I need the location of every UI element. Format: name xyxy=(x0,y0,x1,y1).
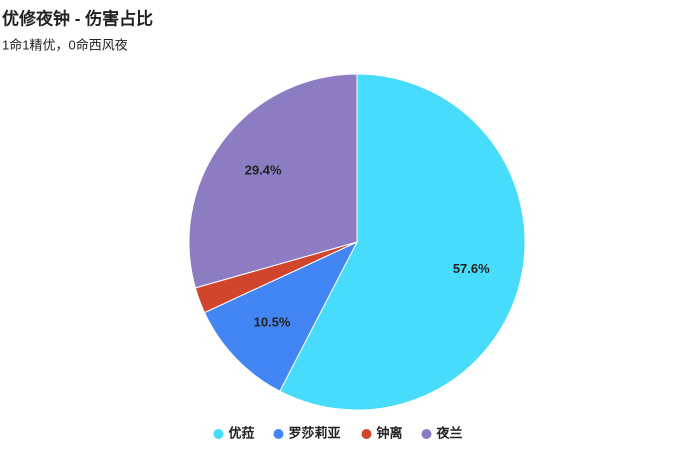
legend-label: 夜兰 xyxy=(436,425,463,440)
pie-slice xyxy=(279,73,526,411)
legend-label: 钟离 xyxy=(377,425,403,440)
legend-marker xyxy=(361,429,372,439)
pie-slice xyxy=(188,73,358,289)
legend-marker xyxy=(273,429,284,439)
legend-marker xyxy=(421,429,432,439)
legend-marker xyxy=(213,429,224,439)
data-label: 57.6% xyxy=(453,261,490,276)
chart-subtitle: 1命1精优，0命西风夜 xyxy=(2,37,128,52)
legend-label: 优菈 xyxy=(229,425,255,440)
pie-slice xyxy=(203,240,359,392)
legend-label: 罗莎莉亚 xyxy=(289,425,341,440)
data-label: 29.4% xyxy=(245,163,282,178)
chart-title: 优修夜钟 - 伤害占比 xyxy=(2,8,153,28)
data-label: 10.5% xyxy=(254,315,291,330)
